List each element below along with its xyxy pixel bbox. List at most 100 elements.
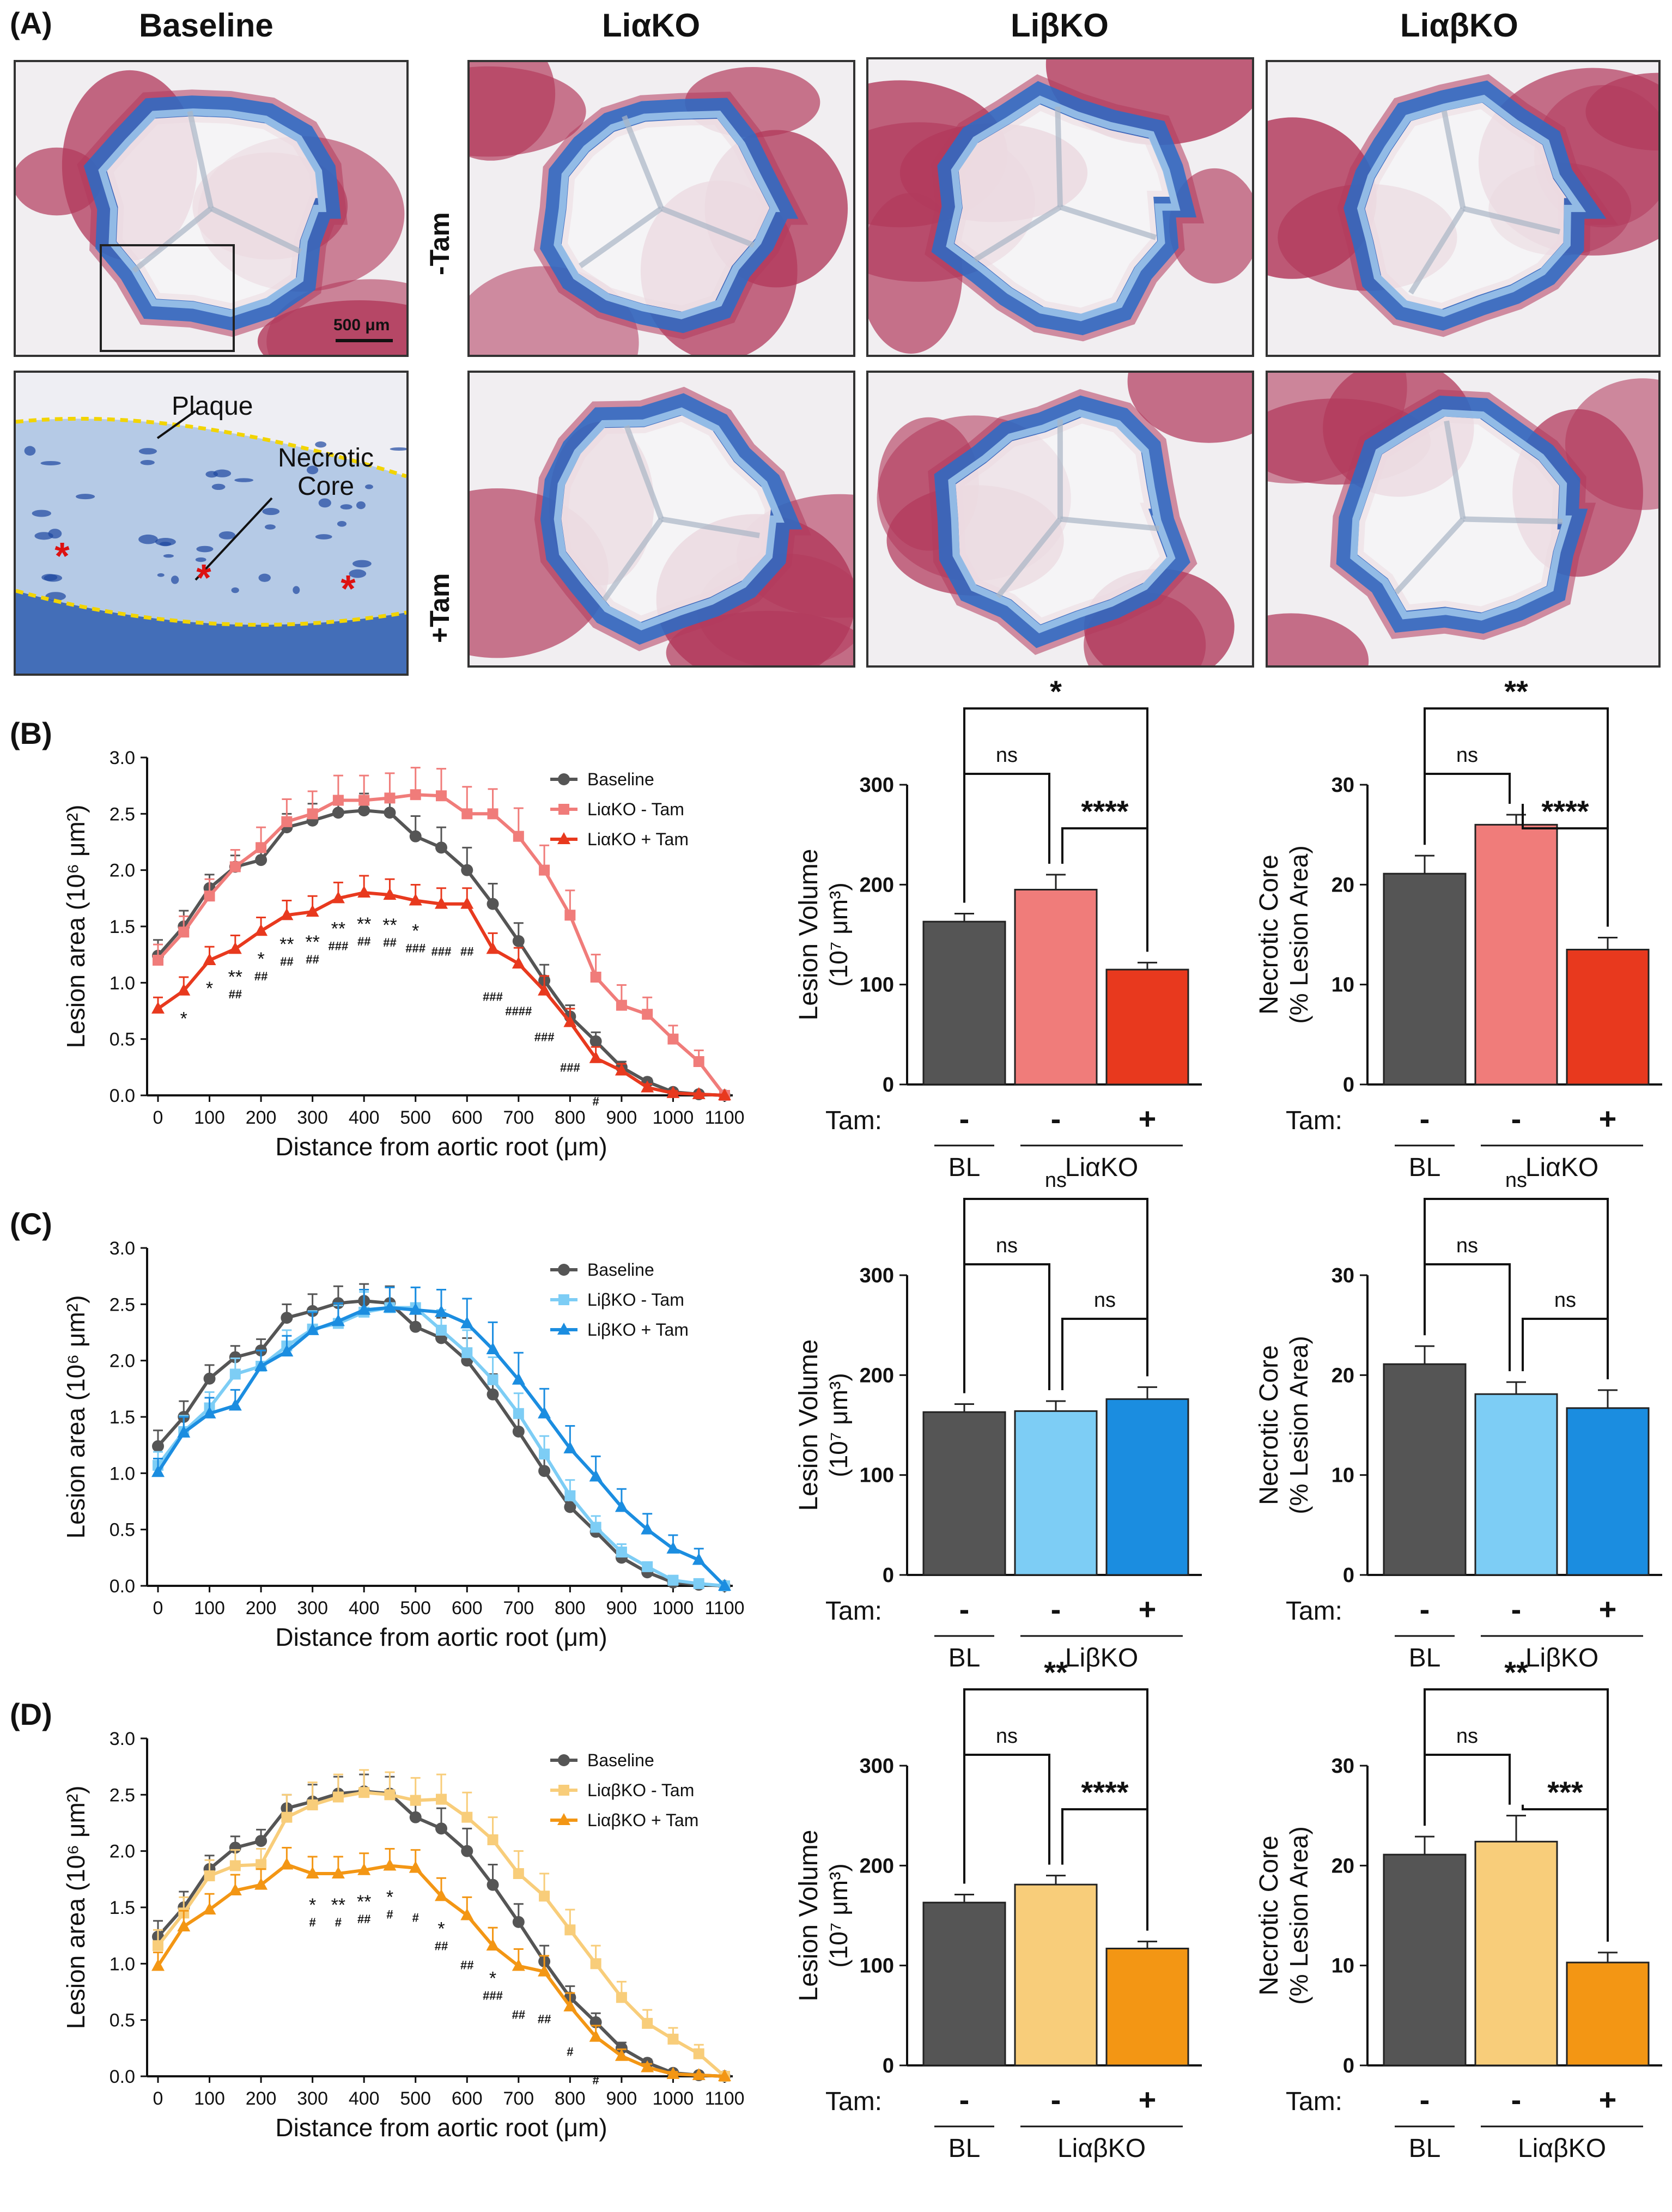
bracket-label: ns (1456, 744, 1478, 767)
data-point (178, 926, 190, 938)
data-point (564, 1924, 576, 1936)
significance-bracket (963, 1263, 1050, 1393)
significance-bracket (1424, 773, 1511, 845)
data-point (667, 1574, 679, 1586)
data-point (280, 1857, 294, 1870)
data-point (615, 2049, 628, 2061)
data-point (306, 1866, 319, 1878)
bar (1014, 1410, 1098, 1576)
series-line (156, 1306, 725, 1587)
data-point (512, 935, 525, 947)
x-tick-label: 100 (194, 2088, 225, 2109)
data-point (203, 1372, 216, 1385)
necrotic-asterisk: * (341, 567, 356, 610)
data-point (589, 2029, 603, 2042)
data-point (513, 831, 524, 842)
y-tick-label: 0.0 (110, 1086, 135, 1106)
cell-nucleus (213, 469, 232, 477)
y-tick-label: 1.0 (110, 1954, 135, 1974)
muscle-tissue (1585, 72, 1658, 151)
cell-nucleus (34, 532, 53, 540)
cell-nucleus (306, 465, 319, 475)
x-axis-title: Distance from aortic root (μm) (275, 1132, 607, 1161)
x-tick-label: 1000 (653, 1107, 694, 1128)
group-label: BL (1409, 1153, 1441, 1182)
data-point (512, 956, 525, 969)
histology-lib-minus-tam (866, 57, 1254, 357)
y-tick-label: 0.5 (110, 2010, 135, 2031)
x-tick-label: 200 (246, 1107, 277, 1128)
data-point (203, 1406, 216, 1419)
cell-nucleus (356, 501, 366, 510)
significance-hash: # (335, 1916, 342, 1929)
muscle-tissue (1268, 613, 1369, 665)
legend-label: LiβKO - Tam (587, 1290, 684, 1310)
y-axis-title: Lesion Volume (794, 1340, 823, 1511)
panel-label: (B) (10, 716, 52, 750)
tam-sign: - (1420, 1101, 1430, 1136)
bracket-label: **** (1081, 794, 1128, 828)
plaque-annotation: Plaque (172, 392, 253, 421)
significance-star: ** (331, 918, 345, 939)
bar (1014, 889, 1098, 1086)
data-point (229, 1368, 241, 1380)
significance-hash: ## (229, 987, 242, 1001)
group-label: BL (949, 2134, 981, 2163)
x-tick-label: 900 (606, 1598, 637, 1619)
histology-lia-minus-tam (467, 60, 855, 357)
data-point (538, 983, 551, 996)
tam-sign: + (1139, 2082, 1157, 2117)
data-point (254, 924, 268, 936)
cell-nucleus (258, 573, 271, 582)
col-title-liab: LiαβKO (1400, 7, 1518, 44)
significance-hash: ## (254, 969, 267, 983)
significance-bracket (1061, 827, 1148, 952)
series-li-ko-tam (151, 875, 731, 1100)
data-point (641, 1080, 654, 1093)
bar (1474, 1393, 1558, 1576)
tam-sign: - (1051, 1592, 1061, 1626)
plaque-layer (540, 98, 799, 334)
y-axis-title: Lesion Volume (794, 1830, 823, 2002)
data-point (332, 795, 344, 806)
bracket-label: ns (996, 1234, 1018, 1257)
data-point (281, 1811, 293, 1823)
data-point (616, 1992, 627, 2003)
y-tick-label: 0.0 (110, 1576, 135, 1597)
bar (1383, 1853, 1467, 2066)
data-point (306, 905, 319, 917)
y-tick-label: 100 (860, 1955, 894, 1978)
significance-bracket (1424, 1263, 1511, 1372)
y-tick-label: 200 (860, 874, 894, 896)
bracket-label: *** (1547, 1775, 1583, 1809)
data-point (256, 1859, 267, 1870)
y-tick-label: 1.0 (110, 973, 135, 993)
significance-hash: ## (512, 2008, 525, 2021)
muscle-tissue (1127, 373, 1252, 443)
significance-hash: # (386, 1908, 393, 1922)
bracket-label: ** (1504, 1655, 1528, 1689)
y-tick-label: 300 (860, 1755, 894, 1778)
bar (922, 1411, 1006, 1576)
x-tick-label: 200 (246, 2088, 277, 2109)
zoom-inset-box (100, 244, 235, 352)
significance-bracket (963, 1754, 1050, 1884)
series-li-ko-tam (153, 767, 730, 1101)
valve-leaflet (1060, 516, 1160, 531)
y-tick-label: 0 (1343, 1074, 1354, 1096)
scale-bar (336, 339, 393, 342)
bar (1383, 1363, 1467, 1576)
section-d: (D)0.00.51.01.52.02.53.00 100 200 300 400 500… (10, 1655, 1662, 2163)
valve-leaflet (1055, 106, 1063, 208)
bar (1014, 1883, 1098, 2066)
inner-lumen-edge (554, 407, 785, 631)
data-point (256, 842, 267, 853)
data-point (152, 1440, 164, 1452)
valve-leaflet (132, 206, 213, 273)
significance-star: ** (279, 934, 294, 955)
significance-star: ** (357, 914, 371, 935)
valve-leaflet (210, 205, 302, 254)
legend-marker (557, 1813, 570, 1825)
data-point (487, 808, 498, 820)
tam-sign: + (1139, 1592, 1157, 1626)
